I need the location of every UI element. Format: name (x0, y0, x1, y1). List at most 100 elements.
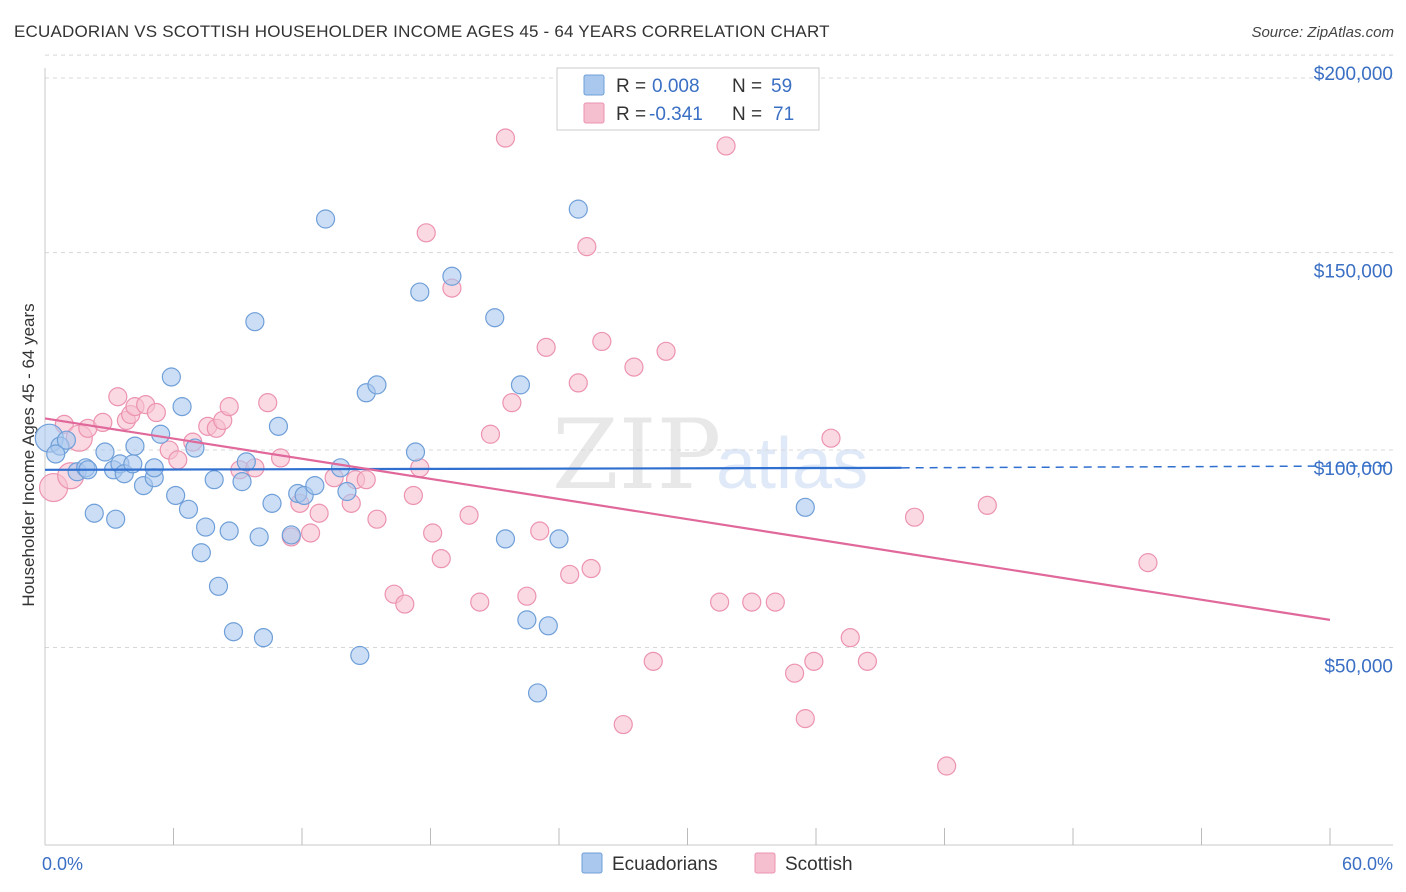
data-point (592, 331, 612, 352)
legend-bottom-label-scottish: Scottish (785, 854, 853, 875)
data-point (300, 523, 321, 543)
data-point (643, 651, 663, 671)
legend-bottom-label-ecuadorians: Ecuadorians (612, 854, 718, 875)
x-tick-label-min: 0.0% (42, 854, 83, 874)
data-point (172, 397, 192, 417)
data-point (765, 592, 785, 612)
axes (44, 68, 1393, 846)
data-point (223, 622, 244, 642)
legend-bottom-swatch-ecuadorians (581, 852, 603, 874)
legend-r-value-2: -0.341 (649, 104, 703, 125)
data-point (821, 428, 841, 448)
data-point (804, 651, 824, 671)
data-point (613, 714, 633, 735)
data-point (395, 594, 415, 614)
data-point (356, 470, 376, 490)
trend-line-ecuadorians (44, 466, 902, 471)
data-point (281, 525, 301, 545)
data-point (330, 458, 351, 478)
trend-lines (44, 417, 1391, 621)
data-point (857, 651, 878, 671)
source-label: Source: ZipAtlas.com (1251, 24, 1394, 41)
data-point (258, 393, 278, 413)
data-point (977, 495, 997, 515)
data-point (196, 517, 216, 537)
watermark-zip: ZIP (552, 399, 721, 511)
data-point (166, 485, 186, 506)
data-point (270, 448, 291, 468)
watermark-atlas: atlas (716, 424, 868, 504)
legend-swatch-scottish (583, 102, 605, 124)
data-point (710, 592, 730, 612)
data-point (46, 444, 66, 464)
legend-swatch-ecuadorians (583, 74, 605, 96)
data-point (459, 505, 479, 525)
data-point (191, 543, 211, 563)
x-ticks (173, 828, 1331, 845)
data-point (517, 586, 537, 606)
data-point (219, 521, 239, 541)
data-point (716, 136, 736, 156)
data-point (315, 209, 336, 229)
data-point (350, 645, 370, 666)
data-point (232, 472, 252, 492)
y-tick-label: $100,000 (1314, 459, 1393, 480)
chart-title: ECUADORIAN VS SCOTTISH HOUSEHOLDER INCOM… (14, 22, 830, 41)
data-point (367, 375, 387, 395)
data-point (742, 592, 762, 612)
series-ecuadorians-points (34, 199, 815, 703)
data-point (106, 509, 126, 529)
y-tick-label: $150,000 (1314, 262, 1393, 283)
data-point (568, 199, 588, 219)
data-point (245, 312, 265, 332)
data-point (56, 430, 77, 450)
data-point (624, 357, 644, 377)
data-point (470, 592, 490, 612)
legend-top: R = 0.008 N = 59 R = -0.341 N = 71 (556, 67, 820, 131)
data-point (840, 628, 860, 648)
data-point (517, 610, 537, 630)
data-point (423, 523, 443, 543)
data-point (495, 128, 516, 148)
data-point (151, 424, 171, 444)
legend-n-value-2: 71 (773, 104, 794, 125)
data-point (656, 341, 676, 361)
legend-r-value-1: 0.008 (652, 76, 700, 97)
data-point (549, 529, 569, 549)
legend-bottom-swatch-scottish (754, 852, 776, 874)
data-point (161, 367, 181, 387)
data-point (560, 564, 580, 585)
data-point (144, 458, 164, 478)
data-point (431, 549, 451, 569)
data-point (219, 397, 239, 417)
data-point (577, 237, 597, 257)
data-point (204, 470, 224, 490)
data-point (268, 416, 289, 436)
data-point (405, 442, 426, 462)
legend-n-label-1: N = (732, 76, 762, 97)
data-point (337, 481, 357, 502)
data-point (305, 475, 325, 496)
data-point (84, 503, 104, 523)
data-point (937, 756, 957, 776)
data-point (502, 393, 522, 413)
data-point (410, 282, 430, 302)
data-point (568, 373, 588, 393)
data-point (442, 266, 462, 286)
legend-r-label-1: R = (616, 76, 646, 97)
legend-bottom: Ecuadorians Scottish (581, 852, 853, 875)
data-point (795, 497, 815, 517)
data-point (581, 558, 601, 579)
data-point (367, 509, 387, 529)
y-axis-title: Householder Income Ages 45 - 64 years (19, 303, 38, 606)
data-point (208, 576, 229, 596)
data-point (95, 442, 115, 462)
data-point (416, 223, 436, 243)
y-tick-label: $50,000 (1324, 657, 1393, 678)
data-point (495, 529, 516, 549)
data-point (168, 450, 188, 470)
data-point (536, 337, 556, 357)
data-point (146, 402, 166, 423)
data-point (538, 616, 558, 636)
